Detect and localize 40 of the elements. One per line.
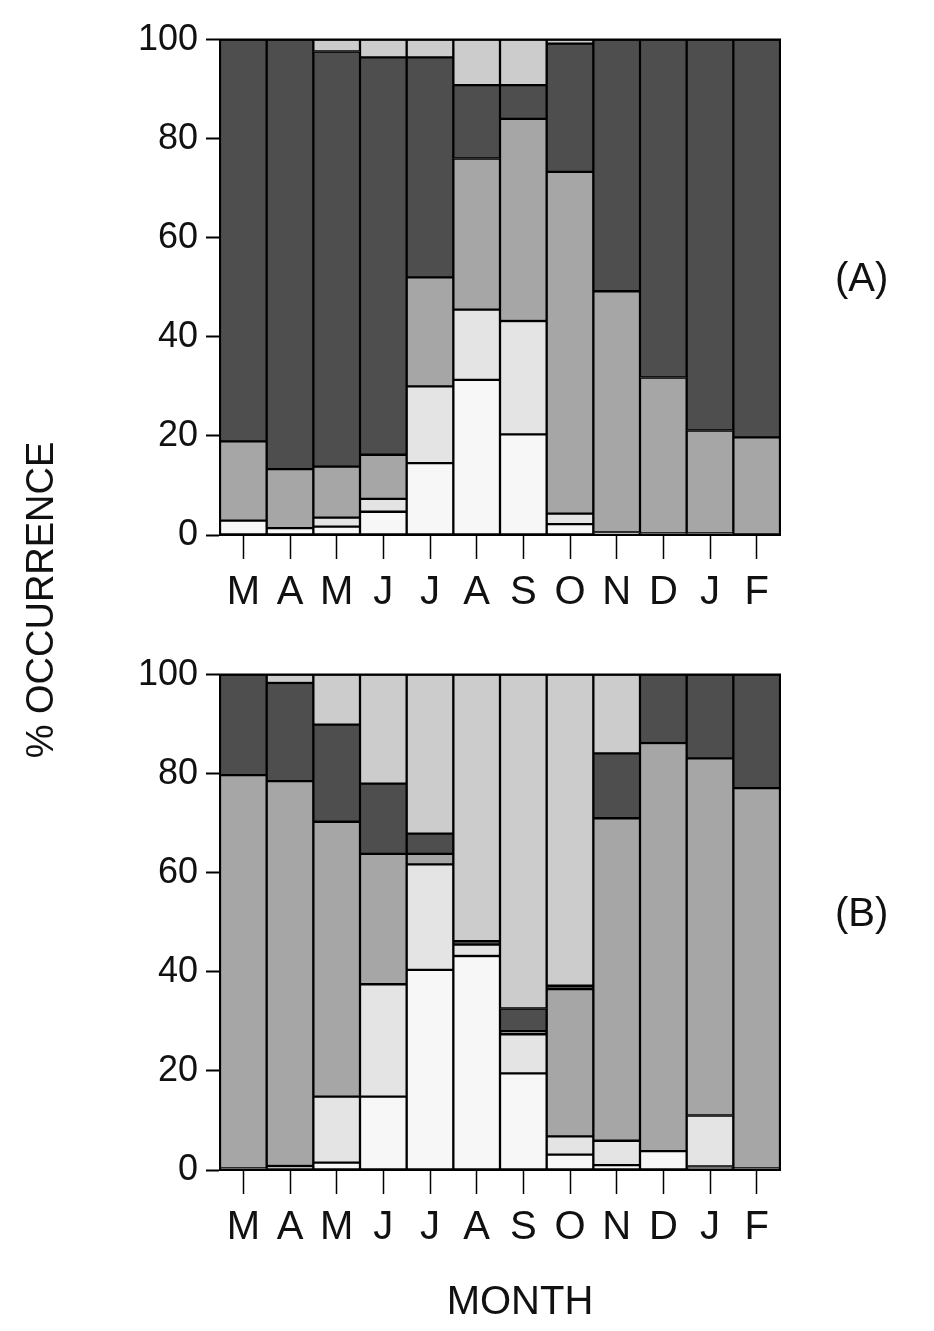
x-tick-label: A [276, 1203, 304, 1248]
y-axis-title: % OCCURRENCE [18, 441, 62, 759]
x-tick-label: A [276, 568, 304, 613]
x-tick-label: J [373, 568, 394, 613]
x-tick-label: M [320, 568, 354, 613]
x-tick-label: M [226, 1203, 260, 1248]
y-tick-label: 0 [177, 511, 198, 553]
x-tick-label: O [554, 568, 586, 613]
x-tick-label: M [320, 1203, 354, 1248]
x-tick-label: M [226, 568, 260, 613]
x-tick-label: A [463, 568, 491, 613]
x-tick-label: S [509, 1203, 537, 1248]
y-tick-label: 80 [157, 115, 198, 157]
y-tick-label: 20 [157, 1047, 198, 1089]
x-tick-label: N [602, 1203, 632, 1248]
x-tick-label: O [554, 1203, 586, 1248]
x-tick-label: J [373, 1203, 394, 1248]
x-tick-label: J [420, 568, 440, 613]
x-tick-label: D [648, 1203, 678, 1248]
y-tick-label: 0 [177, 1146, 198, 1188]
y-tick-label: 60 [157, 849, 198, 891]
y-tick-label: 40 [157, 313, 198, 355]
x-tick-label: S [509, 568, 537, 613]
x-tick-label: D [648, 568, 678, 613]
text: (B) [835, 890, 889, 935]
text: (A) [835, 255, 889, 300]
x-tick-label: J [420, 1203, 440, 1248]
x-tick-label: N [602, 568, 632, 613]
y-tick-label: 40 [157, 948, 198, 990]
y-tick-label: 100 [137, 16, 198, 58]
x-tick-label: A [463, 1203, 491, 1248]
x-axis-title: MONTH [446, 1277, 594, 1323]
x-tick-label: J [700, 568, 720, 613]
y-tick-label: 60 [157, 214, 198, 256]
y-tick-label: 100 [137, 651, 198, 693]
y-tick-label: 20 [157, 412, 198, 454]
x-tick-label: J [700, 1203, 720, 1248]
y-tick-label: 80 [157, 750, 198, 792]
x-tick-label: F [744, 568, 769, 613]
x-tick-label: F [744, 1203, 769, 1248]
